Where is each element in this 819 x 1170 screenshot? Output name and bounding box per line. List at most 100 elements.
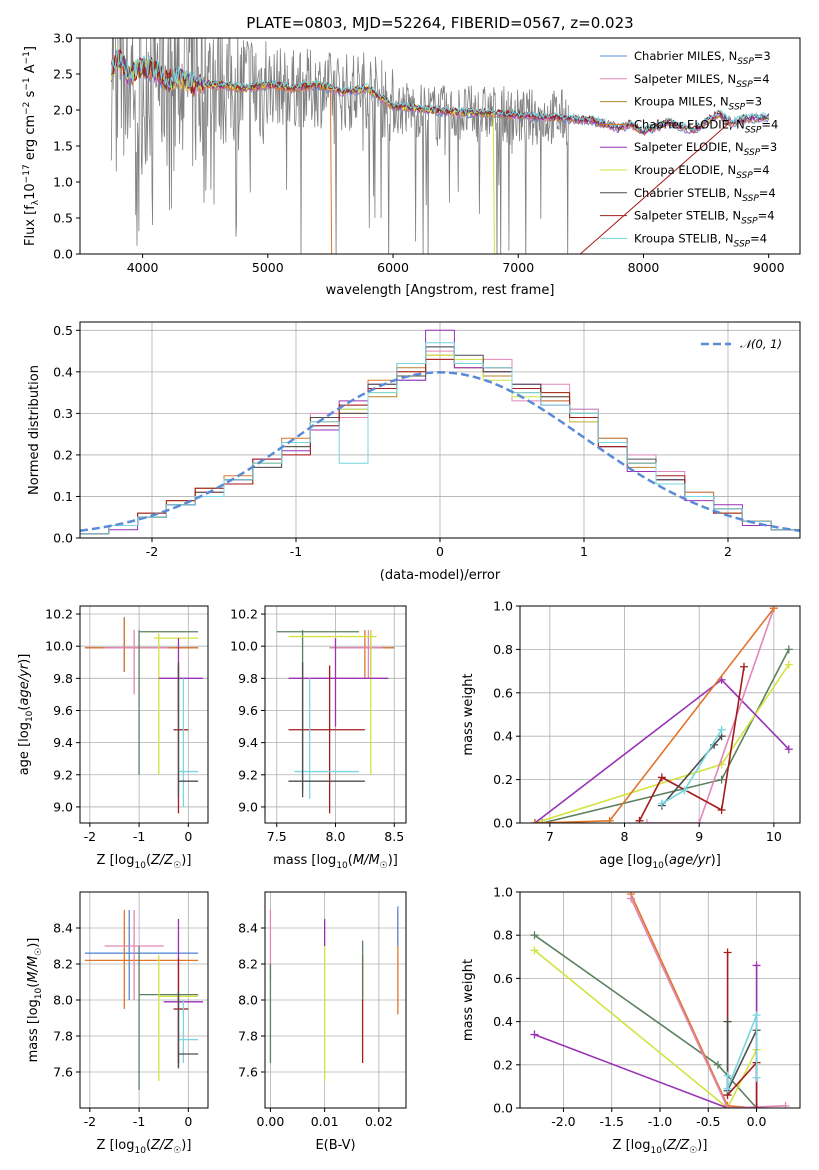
- legend-label-part: Kroupa MILES, N: [634, 95, 729, 109]
- x-axis-label: age [log10(age/yr)]: [599, 853, 721, 871]
- y-axis-label-part: (: [17, 706, 32, 711]
- x-axis-label-part: )]: [711, 853, 721, 868]
- x-tick-label: -2.0: [551, 1114, 575, 1129]
- x-tick-label: 8.5: [384, 829, 404, 844]
- data-point-marker: [723, 1104, 732, 1108]
- y-tick-label: 8.4: [53, 921, 73, 936]
- data-point-marker: [627, 894, 636, 903]
- legend-label-part: =4: [753, 163, 770, 177]
- legend-label-part: Salpeter MILES, N: [634, 72, 736, 86]
- x-axis-label-part: )]: [181, 1138, 191, 1153]
- y-axis-label-part: −1: [22, 77, 32, 90]
- x-axis-label: wavelength [Angstrom, rest frame]: [326, 283, 555, 298]
- x-tick-label: 4000: [127, 260, 159, 275]
- plot-frame: [519, 605, 801, 824]
- x-tick-label: 0.01: [311, 1114, 339, 1129]
- x-tick-label: 10: [766, 829, 782, 844]
- y-tick-label: 9.6: [53, 703, 73, 718]
- legend-label: Salpeter STELIB, NSSP=4: [634, 209, 775, 227]
- x-axis-label-part: age [log: [599, 853, 652, 868]
- y-axis-label-part: −17: [22, 164, 32, 183]
- x-tick-label: 7: [546, 829, 554, 844]
- x-tick-label: 6000: [377, 260, 409, 275]
- x-axis-label-part: )]: [388, 853, 398, 868]
- legend-label: 𝒩(0, 1): [740, 337, 782, 351]
- data-point-marker: [530, 931, 539, 940]
- model-spectrum-line: [110, 47, 769, 132]
- x-axis-label-part: ☉: [689, 1146, 697, 1156]
- residuals-panel: -2 -1 0 1 2 0.0 0.1 0.2 0.3 0.4 0.5 (data-model)/er…: [27, 321, 801, 583]
- y-axis-label-part: Flux [f: [23, 205, 38, 246]
- y-tick-label: 1.5: [53, 139, 73, 154]
- model-spectrum-line: [110, 45, 495, 254]
- data-point-marker: [781, 1101, 790, 1108]
- x-tick-label: 8.0: [326, 829, 346, 844]
- data-point-marker: [605, 816, 614, 823]
- x-tick-label: -1.0: [648, 1114, 672, 1129]
- y-tick-label: 7.8: [53, 1029, 73, 1044]
- data-point-marker: [740, 662, 748, 671]
- x-axis-label-part: M/M: [353, 853, 380, 868]
- x-tick-label: -1: [290, 544, 302, 559]
- x-tick-label: -2: [84, 1114, 96, 1129]
- legend-label-part: SSP: [741, 217, 758, 227]
- weight-series-line: [630, 898, 786, 1108]
- y-tick-label: 7.8: [238, 1029, 258, 1044]
- y-axis-label: age [log10(age/yr)]: [17, 654, 35, 776]
- x-axis-label-part: ☉: [173, 861, 181, 871]
- y-axis-label: Normed distribution: [27, 365, 42, 495]
- y-tick-label: 0.8: [493, 928, 513, 943]
- x-tick-label: 0.00: [257, 1114, 285, 1129]
- x-axis-label-part: 10: [134, 1146, 146, 1156]
- y-axis-label-part: A: [23, 64, 38, 77]
- data-point-marker: [769, 606, 778, 613]
- y-axis-label-part: ☉: [34, 948, 44, 956]
- y-axis-label-part: )]: [26, 938, 41, 948]
- y-tick-label: 0.0: [53, 247, 73, 262]
- y-tick-label: 0.0: [493, 1101, 513, 1116]
- x-tick-label: 5000: [252, 260, 284, 275]
- plot-frame: [79, 605, 209, 824]
- mass-vs-Z-panel: -2 -1 07.67.88.08.28.4Z [log10(Z/Z☉)]mass …: [26, 891, 209, 1156]
- x-tick-label: -2: [84, 829, 96, 844]
- legend-label: Chabrier MILES, NSSP=3: [634, 49, 771, 67]
- x-tick-label: 8000: [628, 260, 660, 275]
- x-axis-label-part: Z/Z: [150, 1138, 174, 1153]
- data-point-marker: [723, 1084, 732, 1093]
- legend-label-part: =4: [750, 231, 767, 245]
- x-axis-label: Z [log10(Z/Z☉)]: [97, 853, 192, 871]
- y-tick-label: 0.3: [53, 406, 73, 421]
- legend-label-part: Kroupa STELIB, N: [634, 231, 734, 245]
- x-tick-label: 9000: [753, 260, 785, 275]
- y-axis-label-part: −1: [22, 51, 32, 64]
- x-tick-label: 0.0: [747, 1114, 767, 1129]
- y-axis-label-part: ]: [23, 46, 38, 51]
- legend-label-part: Chabrier STELIB, N: [634, 186, 742, 200]
- x-axis-label-part: Z [log: [97, 853, 135, 868]
- x-axis-label-part: Z [log: [613, 1138, 651, 1153]
- x-axis-label: (data-model)/error: [380, 568, 501, 583]
- y-tick-label: 7.6: [238, 1065, 258, 1080]
- y-tick-label: 8.2: [238, 957, 258, 972]
- x-axis-label-part: )]: [697, 1138, 707, 1153]
- x-axis-label-part: Z [log: [97, 1138, 135, 1153]
- y-tick-label: 0.2: [493, 1057, 513, 1072]
- weight-series-line: [726, 952, 758, 1108]
- legend-label-part: SSP: [742, 194, 759, 204]
- y-axis-label-part: 10: [23, 183, 38, 200]
- data-point-marker: [784, 645, 793, 654]
- data-point-marker: [657, 799, 666, 808]
- y-tick-label: 1.0: [53, 175, 73, 190]
- y-tick-label: 0.5: [53, 211, 73, 226]
- legend-label-part: SSP: [736, 80, 753, 90]
- x-tick-label: -0.5: [696, 1114, 720, 1129]
- x-axis-label: E(B-V): [315, 1138, 355, 1153]
- weight-series-line: [630, 893, 757, 1108]
- y-axis-label-part: s: [23, 90, 38, 101]
- legend-label-part: Chabrier MILES, N: [634, 49, 737, 63]
- y-axis-label-part: mass [log: [26, 999, 41, 1062]
- legend-label: Kroupa ELODIE, NSSP=4: [634, 163, 770, 181]
- legend-label-part: SSP: [744, 148, 761, 158]
- legend-label-part: =3: [745, 95, 762, 109]
